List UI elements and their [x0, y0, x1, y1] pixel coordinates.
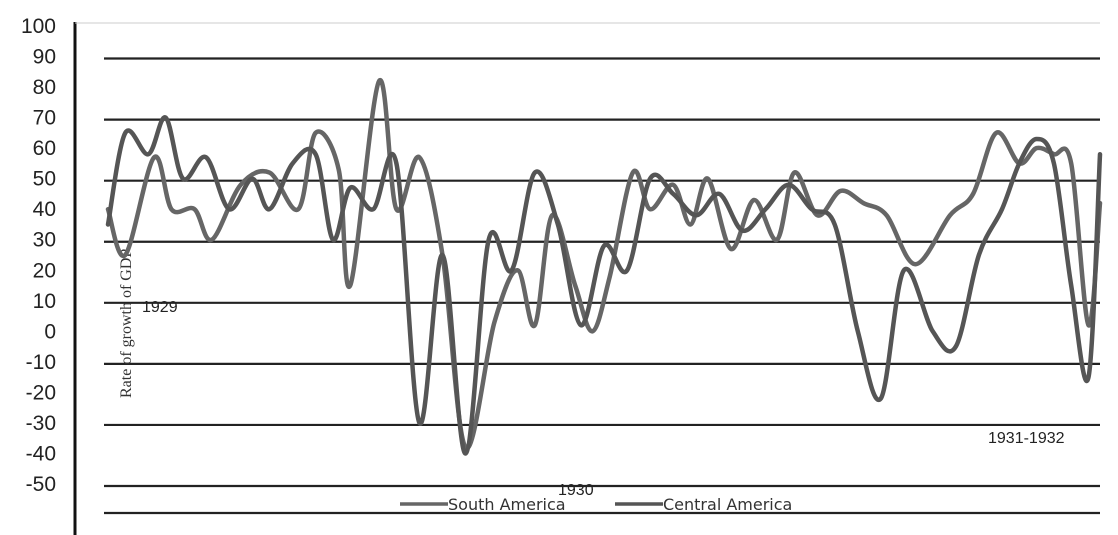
y-tick-label: 90 [33, 46, 56, 69]
annotation-label: 1931-1932 [988, 430, 1065, 447]
y-tick-label: 80 [33, 76, 56, 99]
series-line-central-america [105, 115, 1103, 456]
legend-entry: Central America [663, 495, 792, 514]
y-tick-label: 70 [33, 107, 56, 130]
y-tick-label: 0 [44, 320, 56, 343]
series-lines [105, 78, 1103, 456]
y-tick-label: 40 [33, 198, 56, 221]
y-tick-label: -30 [26, 412, 56, 435]
chart-frame [73, 22, 1100, 535]
y-tick-label: -40 [26, 442, 56, 465]
y-tick-label: 60 [33, 137, 56, 160]
y-tick-label: -10 [26, 351, 56, 374]
y-tick-label: 30 [33, 229, 56, 252]
y-tick-label: 100 [21, 15, 56, 38]
series-line-south-america [105, 78, 1103, 451]
y-tick-label: 20 [33, 259, 56, 282]
y-tick-label: -50 [26, 473, 56, 496]
y-tick-label: -20 [26, 381, 56, 404]
y-tick-label: 50 [33, 168, 56, 191]
legend-entry: South America [448, 495, 566, 514]
y-axis-label: Rate of growth of GDP [118, 249, 135, 398]
annotation-label: 1929 [142, 299, 178, 316]
annotations: 1929 1930 1931-1932 [142, 299, 1065, 499]
y-tick-label: 10 [33, 290, 56, 313]
annotation-label: 1930 [558, 482, 594, 499]
gridlines [104, 57, 1100, 515]
legend: South America Central America [400, 495, 792, 514]
